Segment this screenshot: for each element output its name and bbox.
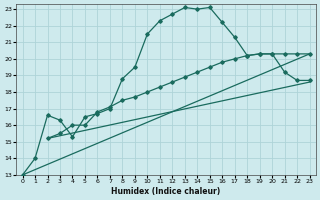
X-axis label: Humidex (Indice chaleur): Humidex (Indice chaleur) <box>111 187 221 196</box>
